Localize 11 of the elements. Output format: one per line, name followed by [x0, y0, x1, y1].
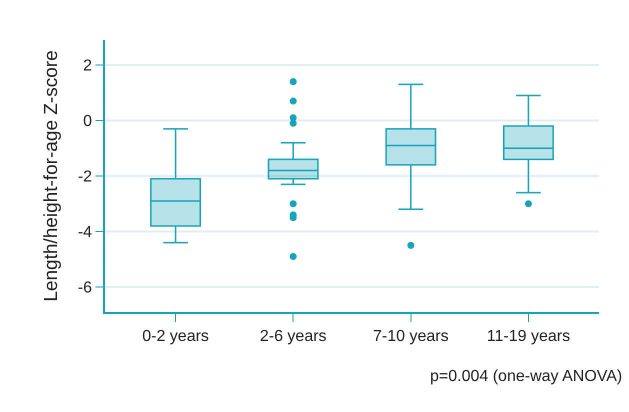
y-tick-label: -4	[78, 224, 92, 242]
y-tick-label: 0	[83, 113, 92, 130]
y-tick-label: 2	[83, 58, 92, 75]
x-tick-label: 7-10 years	[373, 328, 449, 345]
text: p=0.004 (one-way ANOVA)	[430, 368, 622, 385]
y-axis-title: Length/height-for-age Z-score	[41, 50, 62, 302]
y-tick-label: -6	[78, 280, 92, 297]
x-tick-label: 11-19 years	[486, 328, 570, 345]
x-tick-label: 2-6 years	[260, 328, 327, 345]
x-tick-label: 0-2 years	[142, 328, 209, 345]
y-tick-label: -2	[78, 168, 92, 186]
